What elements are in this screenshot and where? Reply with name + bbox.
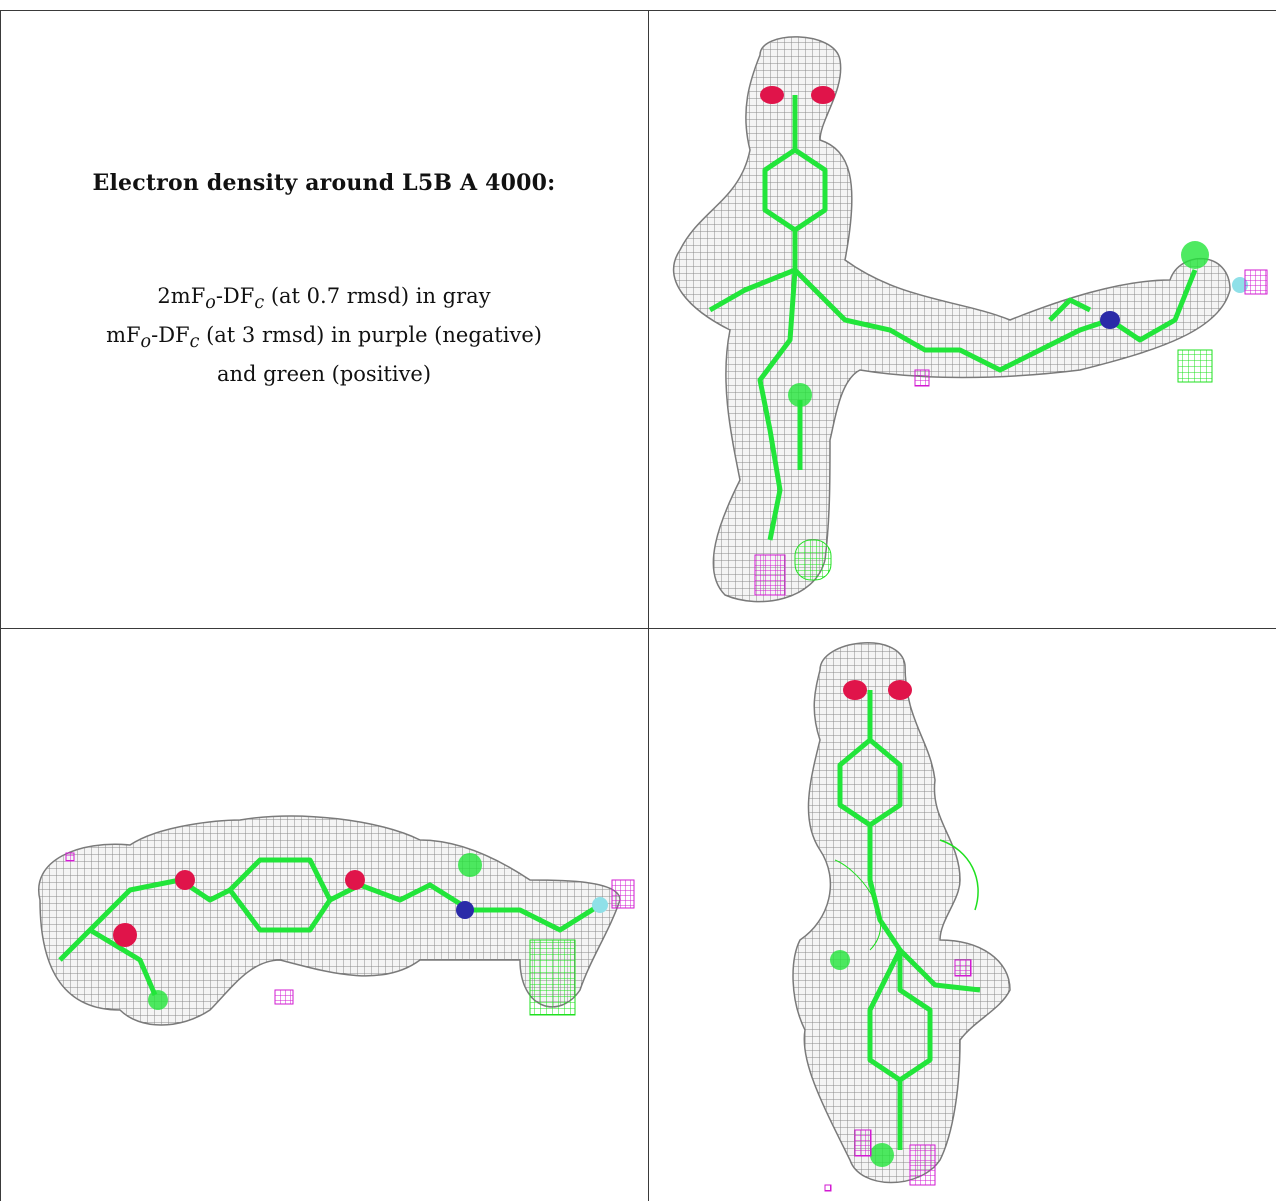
halogen-atom (592, 897, 608, 913)
negative-density (65, 852, 75, 862)
legend-line-fo-sub-c: c (189, 332, 200, 353)
end-view-ligand (837, 690, 981, 1150)
negative-density (1244, 269, 1268, 295)
negative-density (954, 959, 972, 977)
legend-line-fo: mFo-DFc (at 3 rmsd) in purple (negative) (0, 319, 648, 358)
nitrogen-atom (1100, 311, 1120, 329)
negative-density (611, 879, 635, 909)
top-view-ligand (708, 95, 1198, 541)
negative-density (914, 369, 930, 387)
legend-line-fo-desc: (at 3 rmsd) in purple (negative) (199, 323, 542, 348)
oxygen-atom (175, 870, 195, 890)
oxygen-atom (811, 86, 835, 104)
legend-line-2fo-term: 2mF (157, 284, 206, 308)
negative-density (909, 1144, 936, 1186)
chlorine-atom (830, 950, 850, 970)
positive-density (1177, 349, 1213, 383)
legend-line-2fo-sub-o: o (205, 293, 216, 314)
legend-line-2fo: 2mFo-DFc (at 0.7 rmsd) in gray (0, 280, 648, 319)
side-view-density (37, 815, 635, 1026)
border-top (0, 10, 1276, 11)
positive-density (939, 839, 979, 911)
oxygen-atom (843, 680, 867, 700)
oxygen-atom (760, 86, 784, 104)
nitrogen-atom (456, 901, 474, 919)
positive-density (834, 859, 882, 951)
oxygen-atom (113, 923, 137, 947)
end-view-density (792, 642, 1011, 1192)
border-left (0, 10, 1, 1201)
figure-title: Electron density around L5B A 4000: (92, 170, 556, 196)
top-view-density (673, 36, 1268, 603)
positive-density (529, 939, 576, 1016)
divider-horizontal (0, 628, 1276, 629)
chlorine-atom (148, 990, 168, 1010)
oxygen-atom (345, 870, 365, 890)
negative-density (854, 1129, 872, 1157)
positive-density (794, 539, 832, 581)
legend-line-fo-term: mF (106, 323, 141, 348)
divider-vertical (648, 10, 649, 1201)
legend-line-2fo-term2: -DF (215, 284, 255, 308)
legend-line-fo-sub-o: o (140, 332, 152, 353)
side-view-ligand (58, 857, 602, 996)
negative-density (274, 989, 294, 1005)
chlorine-atom (458, 853, 482, 877)
chlorine-atom (870, 1143, 894, 1167)
legend-line-positive: and green (positive) (216, 362, 432, 387)
oxygen-atom (888, 680, 912, 700)
halogen-atom (1232, 277, 1248, 293)
negative-density (754, 554, 786, 596)
legend-line-fo-term2: -DF (151, 323, 190, 348)
legend-line-2fo-desc: (at 0.7 rmsd) in gray (264, 284, 491, 308)
negative-density (824, 1184, 832, 1192)
chlorine-atom (1181, 241, 1209, 269)
legend-line-2fo-sub-c: c (254, 293, 265, 314)
chlorine-atom (788, 383, 812, 407)
legend-caption: 2mFo-DFc (at 0.7 rmsd) in gray mFo-DFc (… (0, 280, 648, 390)
